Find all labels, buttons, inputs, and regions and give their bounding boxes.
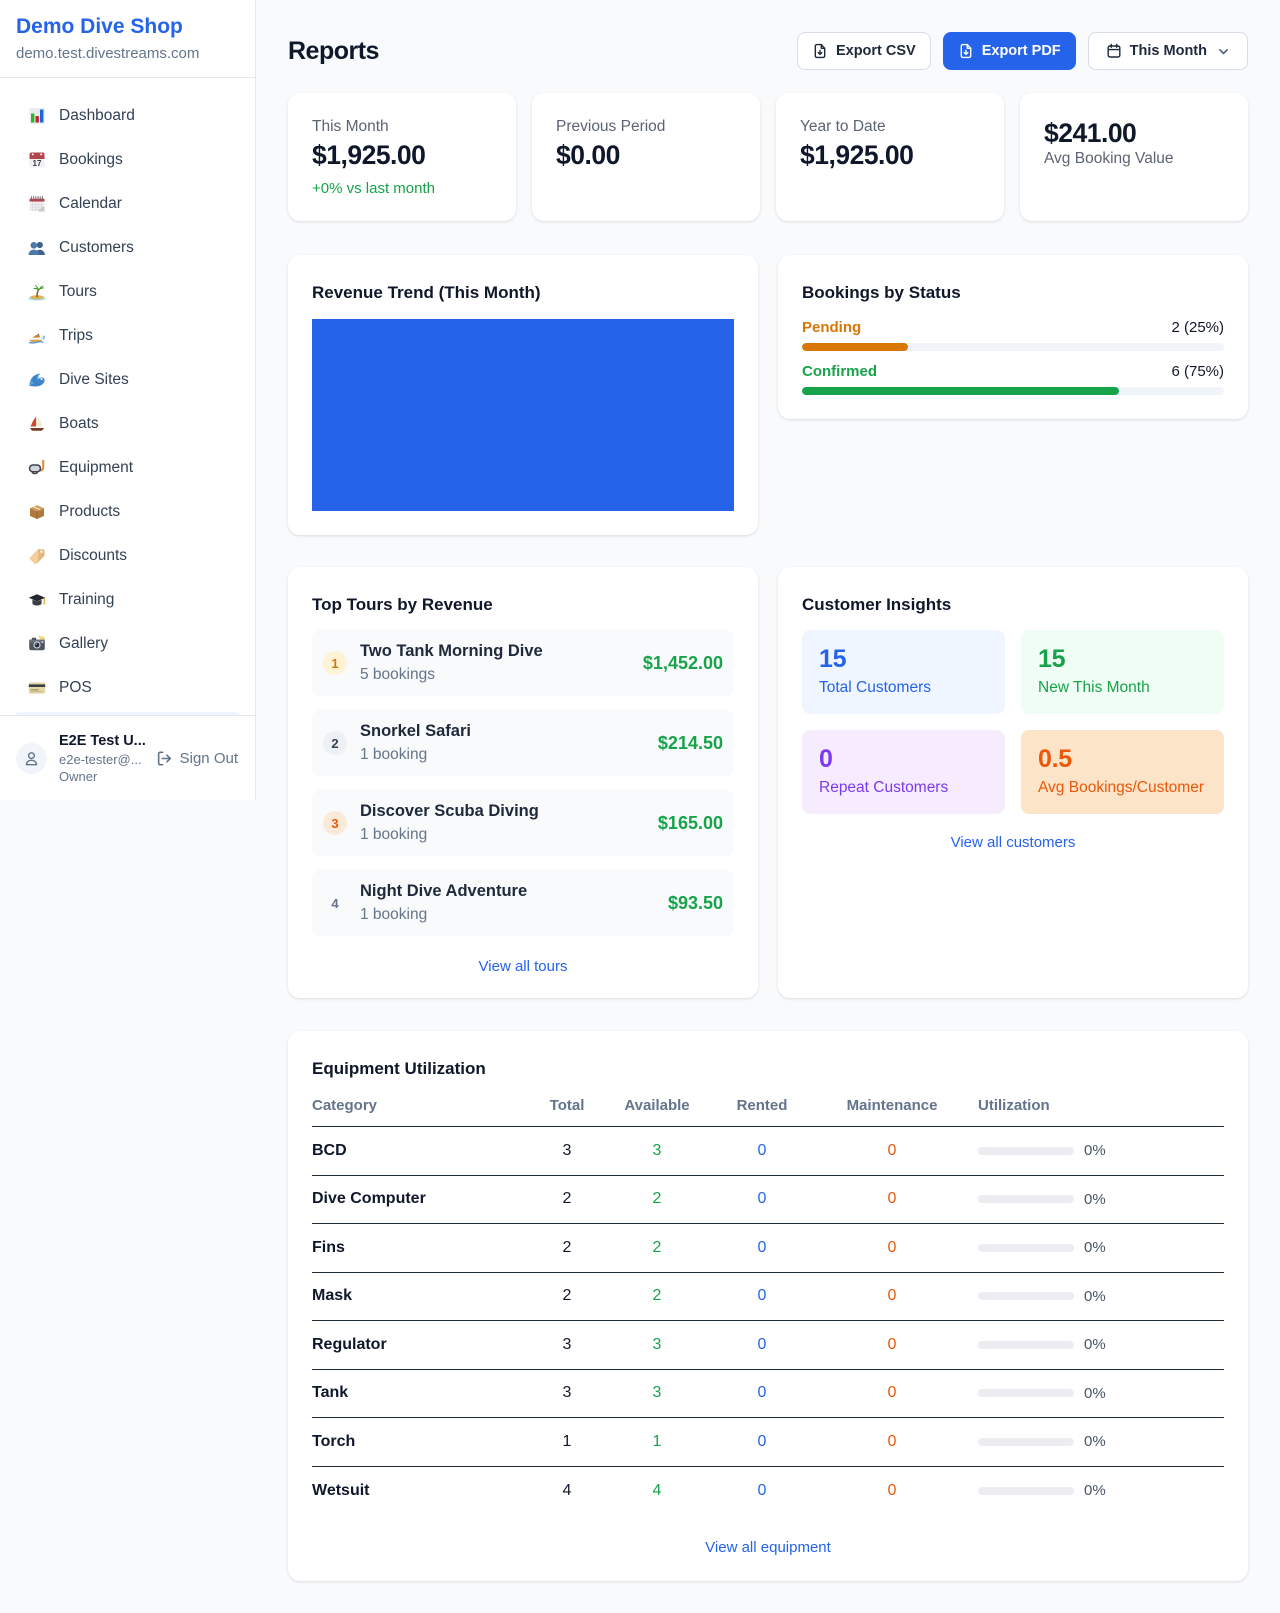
- svg-text:17: 17: [33, 159, 42, 168]
